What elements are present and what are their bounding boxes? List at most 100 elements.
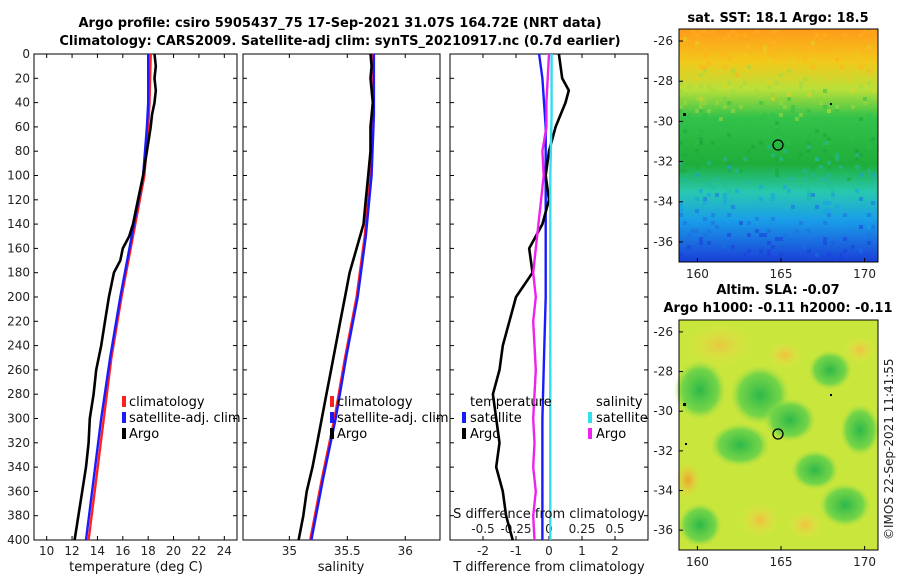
sst-pixel <box>775 169 779 173</box>
sst-pixel <box>771 53 775 57</box>
sst-pixel <box>787 177 791 181</box>
sst-pixel <box>767 145 771 149</box>
sst-pixel <box>847 129 851 133</box>
sst-pixel <box>687 85 691 89</box>
legend-argo: Argo <box>337 427 367 442</box>
sst-pixel <box>755 217 759 221</box>
sst-pixel <box>759 185 763 189</box>
sst-pixel <box>803 177 807 181</box>
sst-pixel <box>859 117 863 121</box>
sst-pixel <box>755 221 759 225</box>
map-y-tick-label: -36 <box>653 523 673 537</box>
sst-pixel <box>815 129 819 133</box>
sst-pixel <box>723 85 727 89</box>
sst-pixel <box>867 169 871 173</box>
sst-pixel <box>739 41 743 45</box>
sst-pixel <box>835 205 839 209</box>
map-x-tick-label: 165 <box>770 267 793 281</box>
sst-pixel <box>799 45 803 49</box>
sst-pixel <box>851 89 855 93</box>
x2-tick-label: -0.25 <box>500 522 531 536</box>
sst-pixel <box>691 53 695 57</box>
float-dot <box>683 403 686 406</box>
sst-pixel <box>811 173 815 177</box>
sla-map <box>674 319 880 551</box>
sst-pixel <box>803 77 807 81</box>
sst-pixel <box>811 165 815 169</box>
sst-pixel <box>747 249 751 253</box>
x2-tick-label: -0.5 <box>471 522 494 536</box>
sst-pixel <box>695 197 699 201</box>
sst-pixel <box>715 125 719 129</box>
sst-pixel <box>767 253 771 257</box>
sst-pixel <box>699 65 703 69</box>
y-tick-label: 360 <box>7 484 30 498</box>
sst-pixel <box>831 257 835 261</box>
sst-pixel <box>711 221 715 225</box>
map-y-tick-label: -26 <box>653 34 673 48</box>
sst-pixel <box>867 145 871 149</box>
sst-pixel <box>739 105 743 109</box>
sst-pixel <box>707 229 711 233</box>
sst-pixel <box>723 97 727 101</box>
sst-pixel <box>771 93 775 97</box>
sst-pixel <box>839 73 843 77</box>
sst-pixel <box>783 149 787 153</box>
legend-temperature-title: temperature <box>470 395 552 410</box>
sst-pixel <box>747 65 751 69</box>
sst-pixel <box>723 201 727 205</box>
sst-pixel <box>855 189 859 193</box>
sst-pixel <box>735 169 739 173</box>
sst-pixel <box>703 201 707 205</box>
sst-pixel <box>851 125 855 129</box>
sst-pixel <box>827 209 831 213</box>
y-tick-label: 200 <box>7 290 30 304</box>
sst-pixel <box>739 221 743 225</box>
sst-pixel <box>699 73 703 77</box>
sst-pixel <box>711 185 715 189</box>
sst-pixel <box>867 69 871 73</box>
sst-pixel <box>779 237 783 241</box>
sst-pixel <box>867 65 871 69</box>
sst-pixel <box>787 69 791 73</box>
sst-pixel <box>799 113 803 117</box>
sst-pixel <box>695 149 699 153</box>
sst-pixel <box>747 233 751 237</box>
sst-pixel <box>823 141 827 145</box>
sst-pixel <box>823 149 827 153</box>
sst-pixel <box>727 121 731 125</box>
sst-pixel <box>827 173 831 177</box>
sst-pixel <box>683 177 687 181</box>
sst-pixel <box>723 245 727 249</box>
sst-pixel <box>719 237 723 241</box>
sst-pixel <box>699 105 703 109</box>
sst-pixel <box>799 49 803 53</box>
sst-pixel <box>679 105 683 109</box>
sst-pixel <box>771 29 775 33</box>
sst-pixel <box>839 257 843 261</box>
sst-pixel <box>715 225 719 229</box>
y-tick-label: 400 <box>7 533 30 547</box>
sst-pixel <box>823 209 827 213</box>
sst-pixel <box>679 213 683 217</box>
sst-pixel <box>735 33 739 37</box>
sst-pixel <box>727 57 731 61</box>
sst-pixel <box>827 213 831 217</box>
sst-pixel <box>699 141 703 145</box>
sst-pixel <box>775 129 779 133</box>
sst-pixel <box>727 161 731 165</box>
sst-pixel <box>831 193 835 197</box>
sst-pixel <box>723 105 727 109</box>
y-tick-label: 380 <box>7 509 30 523</box>
sst-pixel <box>871 181 875 185</box>
sst-pixel <box>699 101 703 105</box>
sst-pixel <box>847 213 851 217</box>
x2-tick-label: 0.25 <box>569 522 596 536</box>
sst-pixel <box>715 177 719 181</box>
y-tick-label: 280 <box>7 387 30 401</box>
sst-pixel <box>779 101 783 105</box>
sst-pixel <box>743 33 747 37</box>
sst-pixel <box>727 169 731 173</box>
sst-pixel <box>679 161 683 165</box>
sst-pixel <box>835 157 839 161</box>
